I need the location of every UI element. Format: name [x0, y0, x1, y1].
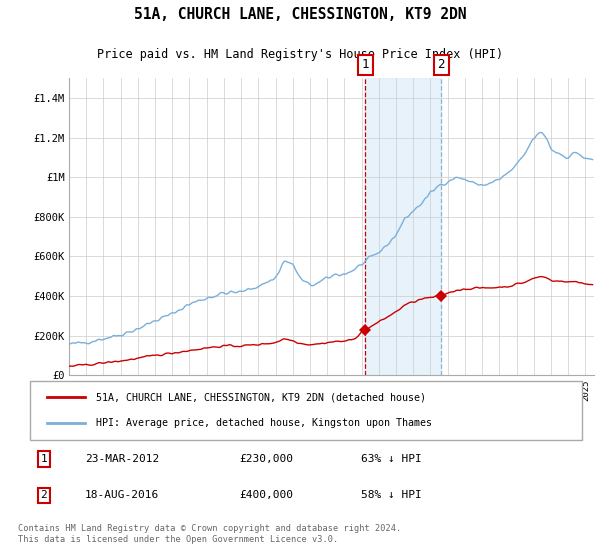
Text: 63% ↓ HPI: 63% ↓ HPI	[361, 454, 422, 464]
Text: 2: 2	[40, 491, 47, 500]
Text: 1: 1	[40, 454, 47, 464]
Text: 23-MAR-2012: 23-MAR-2012	[85, 454, 160, 464]
Text: 2: 2	[437, 58, 445, 72]
Text: Price paid vs. HM Land Registry's House Price Index (HPI): Price paid vs. HM Land Registry's House …	[97, 48, 503, 61]
Text: £230,000: £230,000	[240, 454, 294, 464]
Text: 51A, CHURCH LANE, CHESSINGTON, KT9 2DN: 51A, CHURCH LANE, CHESSINGTON, KT9 2DN	[134, 7, 466, 22]
Text: 18-AUG-2016: 18-AUG-2016	[85, 491, 160, 500]
Text: Contains HM Land Registry data © Crown copyright and database right 2024.
This d: Contains HM Land Registry data © Crown c…	[18, 524, 401, 544]
Text: HPI: Average price, detached house, Kingston upon Thames: HPI: Average price, detached house, King…	[96, 418, 432, 428]
Text: 58% ↓ HPI: 58% ↓ HPI	[361, 491, 422, 500]
Text: £400,000: £400,000	[240, 491, 294, 500]
FancyBboxPatch shape	[30, 381, 582, 440]
Bar	[365, 78, 442, 375]
Text: 1: 1	[362, 58, 369, 72]
Text: 51A, CHURCH LANE, CHESSINGTON, KT9 2DN (detached house): 51A, CHURCH LANE, CHESSINGTON, KT9 2DN (…	[96, 392, 426, 402]
